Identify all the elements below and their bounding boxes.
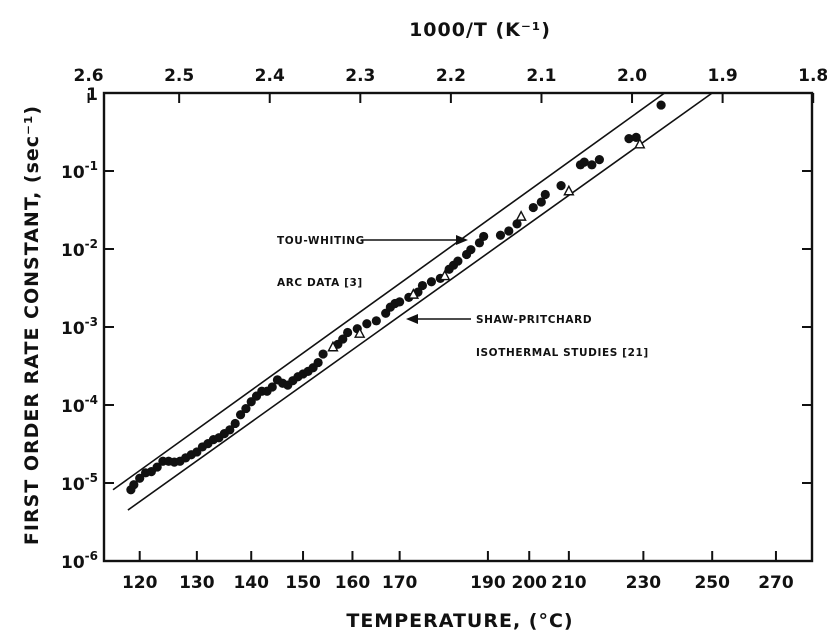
data-point-triangle-3 [439,269,451,281]
x2-tick-label-2.0: 2.0 [617,66,647,86]
data-point-19 [230,418,240,429]
axis-ticks [87,92,815,562]
data-point-26 [267,382,277,392]
data-point-18 [225,425,235,435]
data-point-20 [235,410,246,420]
data-point-54 [453,256,463,266]
x-tick-label-170: 170 [382,573,418,593]
x2-axis-title: 1000/T (K⁻¹) [409,19,551,41]
x-axis-title: TEMPERATURE, (°C) [346,610,573,632]
annotation-tou-whiting: TOU-WHITING ARC DATA [3] [277,235,468,289]
annotation-tou-whiting-arrowhead [456,235,468,245]
data-point-69 [594,155,604,165]
y-tick-label-1: 1 [86,85,98,105]
x-tick-label-150: 150 [285,573,321,593]
y-axis-title: FIRST ORDER RATE CONSTANT, (sec⁻¹) [21,105,43,545]
data-point-41 [362,319,372,329]
y-tick-label-10-2: 10-2 [61,237,98,261]
data-point-21 [241,403,251,414]
data-point-5 [152,462,162,472]
data-point-triangle-2 [407,288,420,299]
data-points [126,100,666,495]
data-point-50 [426,277,437,287]
x2-tick-label-1.8: 1.8 [798,66,827,86]
x-tick-label-210: 210 [551,573,587,593]
data-point-56 [466,245,476,255]
data-point-49 [417,280,428,291]
annotation-shaw-pritchard-arrowhead [406,314,418,324]
data-point-61 [512,219,522,229]
y-tick-label-10-5: 10-5 [61,471,98,495]
data-point-64 [540,189,550,200]
x2-tick-label-1.9: 1.9 [708,66,738,86]
reference-line-1 [112,92,666,491]
data-point-70 [624,134,634,144]
annotation-shaw-pritchard: SHAW-PRITCHARD ISOTHERMAL STUDIES [21] [406,314,649,359]
annotation-tou-whiting-line1: TOU-WHITING [277,235,365,247]
x-tick-label-120: 120 [122,573,158,593]
x2-tick-label-2.2: 2.2 [436,66,466,86]
data-point-42 [371,316,381,326]
x-tick-label-140: 140 [233,573,269,593]
x-tick-label-200: 200 [511,573,547,593]
data-point-triangle-0 [327,340,339,352]
data-point-59 [495,230,506,240]
x2-tick-label-2.3: 2.3 [345,66,375,86]
data-point-65 [556,180,566,191]
x-tick-label-160: 160 [335,573,371,593]
x-tick-label-190: 190 [470,573,506,593]
data-point-38 [338,334,348,344]
data-point-triangle-4 [515,210,527,221]
data-point-39 [343,327,353,338]
data-point-67 [579,157,589,167]
data-point-1 [129,480,139,490]
data-point-triangle-5 [563,184,575,196]
y-tick-label-10-3: 10-3 [61,315,98,339]
x2-tick-label-2.5: 2.5 [164,66,194,86]
x-tick-label-270: 270 [758,573,794,593]
x2-tick-label-2.4: 2.4 [255,66,285,86]
tick-labels: 120 130 140 150 160 170 190 200 210 230 250 270 2.6 2… [61,66,827,593]
data-point-62 [528,202,538,213]
y-tick-label-10-6: 10-6 [61,549,98,573]
data-point-46 [395,297,405,307]
data-point-71 [631,132,641,142]
data-point-35 [313,357,323,368]
data-point-triangle-1 [354,327,366,338]
data-point-36 [318,349,328,359]
x2-tick-label-2.1: 2.1 [526,66,556,86]
data-point-63 [536,197,546,207]
data-point-2 [135,473,145,483]
plot-frame [102,91,814,563]
x-tick-label-230: 230 [626,573,662,593]
data-point-68 [587,160,597,170]
data-point-58 [479,231,489,242]
x-tick-label-130: 130 [179,573,215,593]
x2-tick-label-2.6: 2.6 [74,66,104,86]
reference-line-2 [127,92,713,511]
y-tick-label-10-4: 10-4 [61,393,98,417]
annotation-shaw-pritchard-line2: ISOTHERMAL STUDIES [21] [476,347,649,359]
data-point-72 [656,100,666,110]
x-tick-label-250: 250 [694,573,730,593]
y-tick-label-10-1: 10-1 [61,159,98,183]
annotation-shaw-pritchard-line1: SHAW-PRITCHARD [476,314,592,326]
data-point-60 [504,226,514,236]
reference-lines [112,92,713,511]
annotation-tou-whiting-line2: ARC DATA [3] [277,277,363,289]
data-point-triangle-6 [634,137,646,149]
